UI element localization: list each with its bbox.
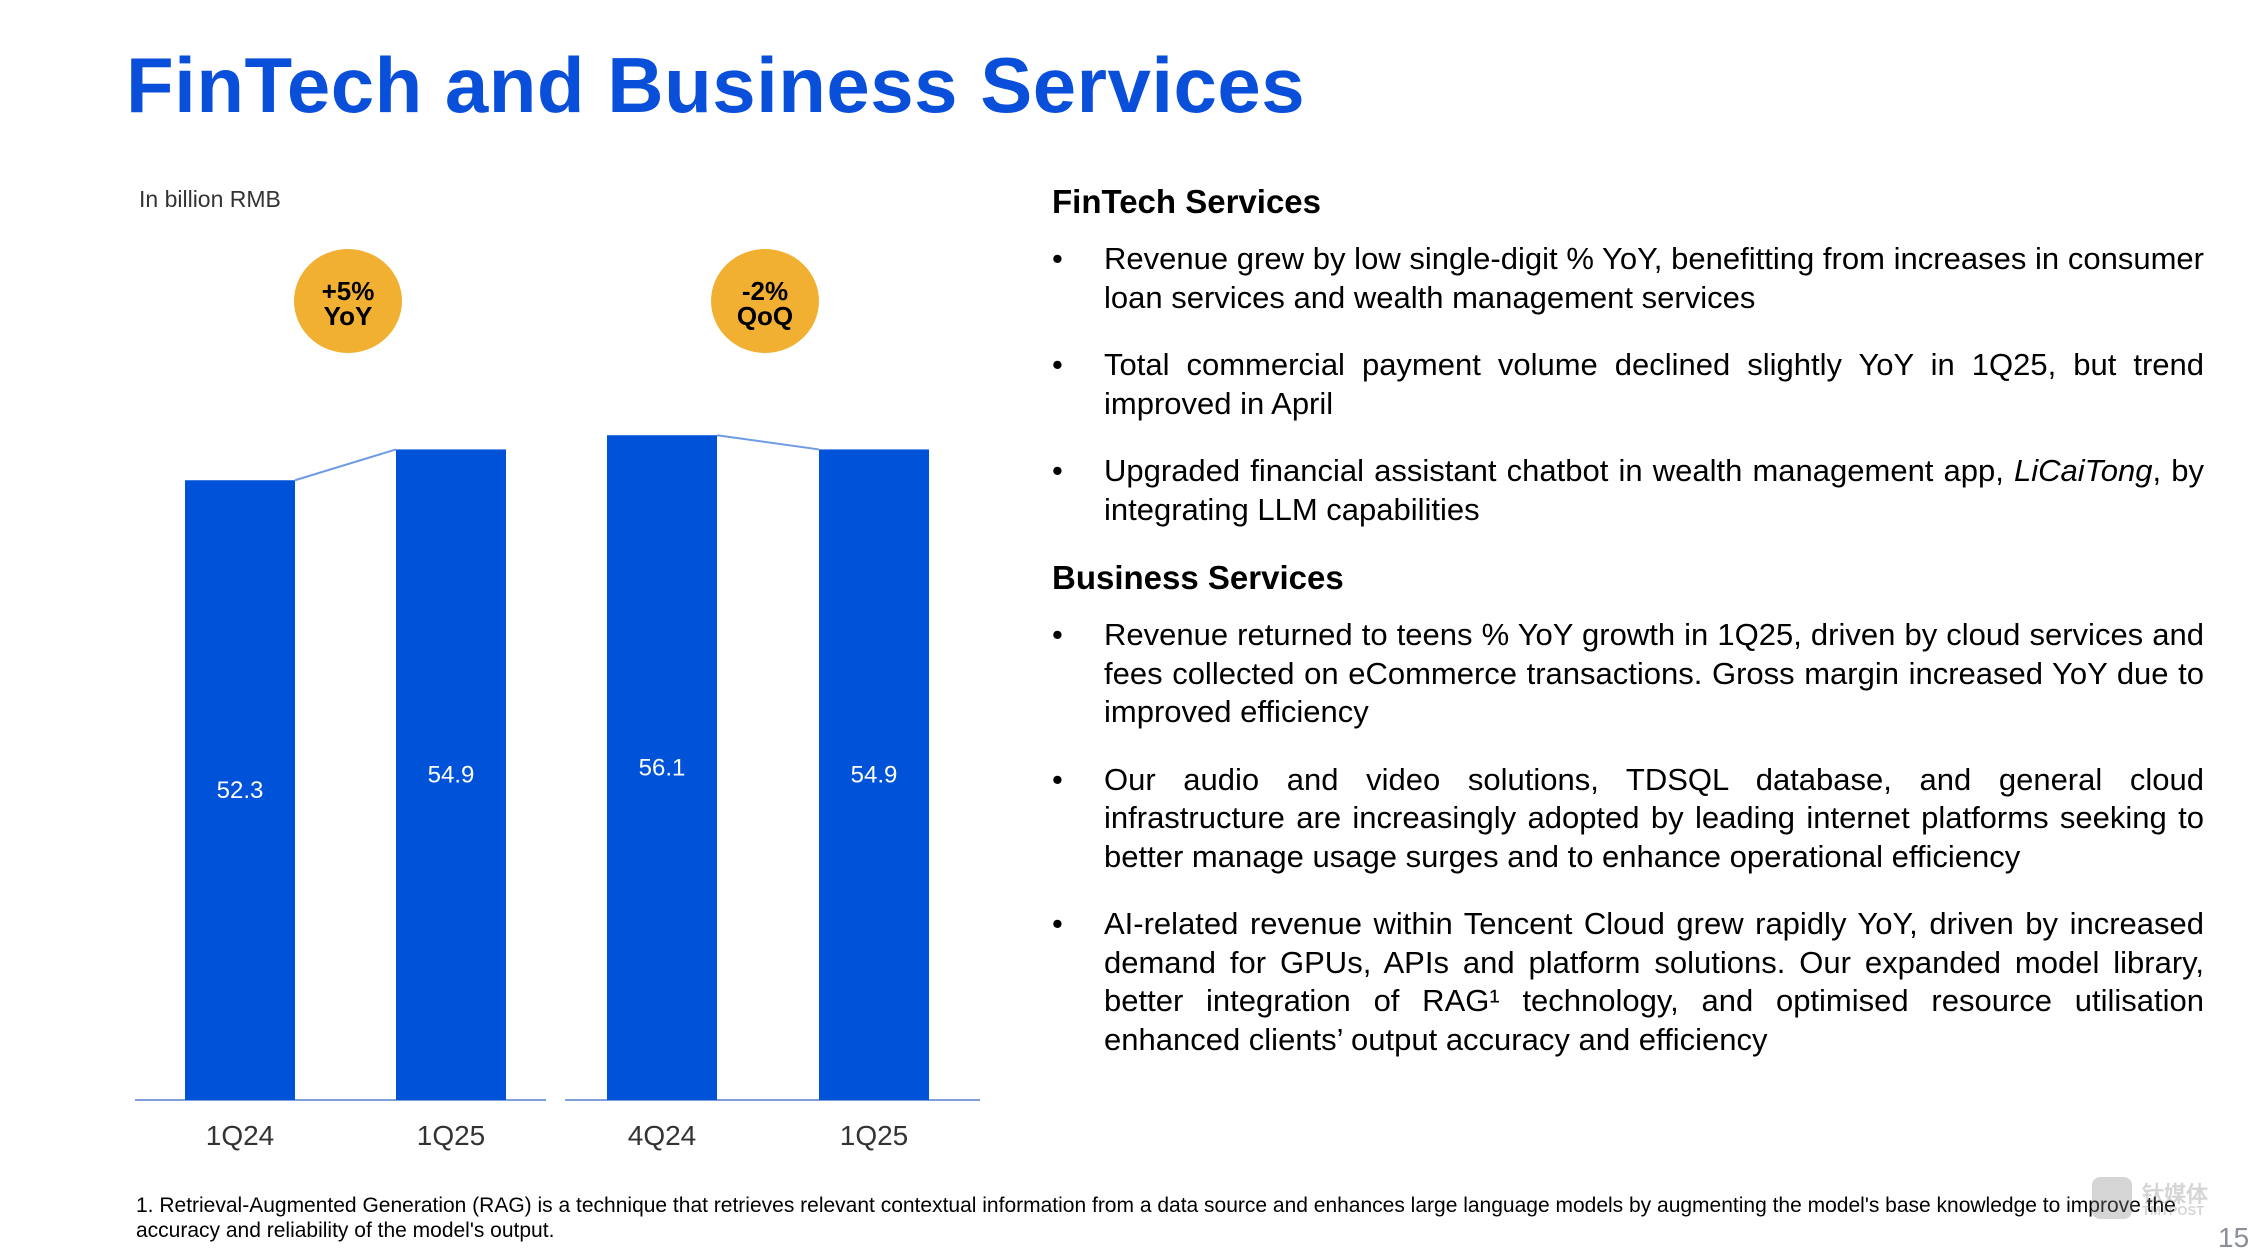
fintech-heading: FinTech Services (1052, 183, 1322, 220)
connector-line (294, 448, 397, 482)
badge-value: +5% (322, 276, 375, 306)
watermark-en: TMTPOST (2142, 1203, 2205, 1218)
footnote: 1. Retrieval-Augmented Generation (RAG) … (136, 1194, 2176, 1242)
bullet: AI-related revenue within Tencent Cloud … (1052, 905, 2204, 1059)
data-label: 56.1 (639, 755, 686, 782)
bullet: Revenue grew by low single-digit % YoY, … (1052, 240, 2204, 317)
badge-value: -2% (742, 276, 788, 306)
page-title: FinTech and Business Services (126, 41, 1306, 129)
bullet: Total commercial payment volume declined… (1052, 346, 2204, 423)
bar-1q25 (819, 449, 929, 1100)
change-badge (711, 249, 819, 353)
data-label: 52.3 (217, 777, 264, 804)
bullet: Our audio and video solutions, TDSQL dat… (1052, 761, 2204, 877)
watermark-cn: 钛媒体 (2142, 1182, 2209, 1207)
business-bullets: Revenue returned to teens % YoY growth i… (1052, 616, 2204, 1059)
badge-label: QoQ (737, 301, 793, 331)
business-heading: Business Services (1052, 559, 1344, 596)
bullet: Revenue returned to teens % YoY growth i… (1052, 616, 2204, 732)
x-tick-label: 1Q25 (417, 1120, 486, 1151)
badge-label: YoY (324, 301, 373, 331)
commentary: FinTech Services Revenue grew by low sin… (1052, 182, 2204, 1088)
x-tick-label: 4Q24 (628, 1120, 697, 1151)
x-tick-label: 1Q25 (840, 1120, 909, 1151)
bar-4q24 (607, 435, 717, 1101)
x-tick-label: 1Q24 (206, 1120, 275, 1151)
revenue-chart: 52.3 1Q24 54.9 1Q25 +5%YoY 56.1 4Q24 54.9 1Q25 -2… (135, 249, 980, 1151)
data-label: 54.9 (851, 762, 898, 789)
unit-label: In billion RMB (139, 186, 281, 212)
bar-1q24 (185, 480, 295, 1100)
watermark-icon (2092, 1177, 2132, 1219)
data-label: 54.9 (428, 762, 475, 789)
connector-line (716, 434, 820, 451)
bar-1q25 (396, 449, 506, 1100)
bullet: Upgraded financial assistant chatbot in … (1052, 452, 2204, 529)
change-badge (294, 249, 402, 353)
watermark-logo: 钛媒体 TMTPOST (2092, 1177, 2217, 1221)
page-number: 15 (2218, 1222, 2250, 1253)
fintech-bullets: Revenue grew by low single-digit % YoY, … (1052, 240, 2204, 529)
